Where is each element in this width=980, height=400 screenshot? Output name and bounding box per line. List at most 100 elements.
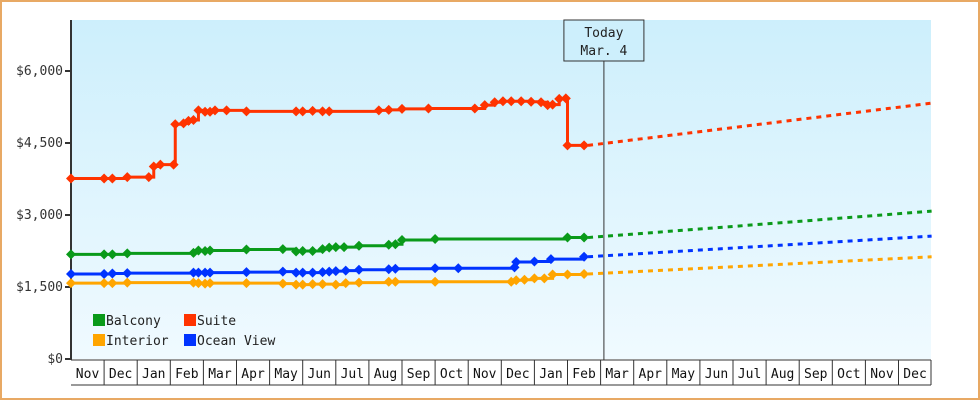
legend-label-balcony[interactable]: Balcony xyxy=(106,314,161,329)
data-point-suite[interactable] xyxy=(155,159,166,170)
data-point-suite[interactable] xyxy=(188,114,199,125)
data-point-balcony[interactable] xyxy=(107,249,118,260)
data-point-balcony[interactable] xyxy=(241,244,252,255)
data-point-ocean-view[interactable] xyxy=(390,263,401,274)
data-point-interior[interactable] xyxy=(291,279,302,290)
data-point-ocean-view[interactable] xyxy=(205,267,216,278)
data-point-ocean-view[interactable] xyxy=(193,267,204,278)
data-point-interior[interactable] xyxy=(340,278,351,289)
data-point-suite[interactable] xyxy=(307,105,318,116)
data-point-interior[interactable] xyxy=(66,278,76,289)
data-point-ocean-view[interactable] xyxy=(545,254,556,265)
data-point-ocean-view[interactable] xyxy=(511,257,522,268)
data-point-ocean-view[interactable] xyxy=(340,265,351,276)
data-point-balcony[interactable] xyxy=(339,242,350,253)
data-point-ocean-view[interactable] xyxy=(291,267,302,278)
data-point-ocean-view[interactable] xyxy=(453,263,464,274)
data-point-suite[interactable] xyxy=(479,100,490,111)
data-point-ocean-view[interactable] xyxy=(66,269,76,280)
data-point-interior[interactable] xyxy=(511,275,522,286)
data-point-balcony[interactable] xyxy=(307,246,318,256)
data-point-interior[interactable] xyxy=(107,278,118,289)
data-point-balcony[interactable] xyxy=(383,239,394,250)
data-point-balcony[interactable] xyxy=(397,234,407,245)
data-point-suite[interactable] xyxy=(423,103,434,114)
data-point-interior[interactable] xyxy=(539,273,550,284)
data-point-interior[interactable] xyxy=(317,279,328,290)
data-point-suite[interactable] xyxy=(221,105,232,116)
data-point-suite[interactable] xyxy=(489,97,500,108)
data-point-suite[interactable] xyxy=(526,96,537,107)
data-point-ocean-view[interactable] xyxy=(122,268,133,279)
data-point-suite[interactable] xyxy=(241,106,252,117)
data-point-balcony[interactable] xyxy=(562,232,573,243)
data-point-ocean-view[interactable] xyxy=(330,266,341,277)
data-point-suite[interactable] xyxy=(170,119,181,130)
data-point-balcony[interactable] xyxy=(390,239,401,250)
data-point-suite[interactable] xyxy=(209,105,220,116)
data-point-suite[interactable] xyxy=(143,172,154,183)
data-point-ocean-view[interactable] xyxy=(529,256,540,267)
data-point-interior[interactable] xyxy=(562,269,573,280)
data-point-ocean-view[interactable] xyxy=(353,264,364,275)
data-point-suite[interactable] xyxy=(554,93,565,104)
data-point-ocean-view[interactable] xyxy=(107,268,118,279)
data-point-balcony[interactable] xyxy=(330,242,341,253)
data-point-interior[interactable] xyxy=(430,276,441,287)
data-point-ocean-view[interactable] xyxy=(317,267,328,278)
data-point-interior[interactable] xyxy=(547,269,558,280)
data-point-balcony[interactable] xyxy=(297,246,308,256)
legend-label-interior[interactable]: Interior xyxy=(106,334,169,349)
data-point-suite[interactable] xyxy=(99,173,110,184)
data-point-balcony[interactable] xyxy=(291,246,302,257)
data-point-suite[interactable] xyxy=(516,96,527,107)
data-point-suite[interactable] xyxy=(469,103,480,114)
legend-label-suite[interactable]: Suite xyxy=(197,314,236,329)
data-point-suite[interactable] xyxy=(297,106,308,117)
data-point-suite[interactable] xyxy=(560,93,571,104)
data-point-interior[interactable] xyxy=(519,274,530,285)
data-point-suite[interactable] xyxy=(397,103,407,114)
data-point-suite[interactable] xyxy=(497,96,508,107)
data-point-balcony[interactable] xyxy=(122,248,133,259)
data-point-interior[interactable] xyxy=(277,278,288,289)
data-point-balcony[interactable] xyxy=(277,244,288,255)
data-point-ocean-view[interactable] xyxy=(307,267,318,278)
data-point-balcony[interactable] xyxy=(579,232,590,243)
data-point-suite[interactable] xyxy=(562,140,573,151)
data-point-interior[interactable] xyxy=(297,279,308,290)
data-point-balcony[interactable] xyxy=(205,245,216,256)
data-point-balcony[interactable] xyxy=(99,249,110,260)
data-point-balcony[interactable] xyxy=(193,245,204,256)
data-point-suite[interactable] xyxy=(291,106,302,117)
data-point-interior[interactable] xyxy=(99,278,110,289)
data-point-ocean-view[interactable] xyxy=(430,263,441,274)
data-point-suite[interactable] xyxy=(506,96,517,107)
data-point-ocean-view[interactable] xyxy=(579,251,590,262)
data-point-interior[interactable] xyxy=(330,279,341,290)
data-point-suite[interactable] xyxy=(373,105,384,116)
data-point-ocean-view[interactable] xyxy=(277,266,288,277)
data-point-interior[interactable] xyxy=(307,279,318,290)
data-point-suite[interactable] xyxy=(193,105,204,116)
data-point-balcony[interactable] xyxy=(353,240,364,251)
data-point-suite[interactable] xyxy=(324,106,335,117)
data-point-suite[interactable] xyxy=(168,159,179,170)
data-point-interior[interactable] xyxy=(383,276,394,287)
data-point-suite[interactable] xyxy=(317,106,328,117)
data-point-interior[interactable] xyxy=(241,278,252,289)
data-point-interior[interactable] xyxy=(122,277,133,288)
data-point-balcony[interactable] xyxy=(317,244,328,255)
data-point-suite[interactable] xyxy=(107,173,118,184)
data-point-ocean-view[interactable] xyxy=(297,267,308,278)
data-point-interior[interactable] xyxy=(529,273,540,284)
data-point-balcony[interactable] xyxy=(430,234,441,244)
data-point-interior[interactable] xyxy=(353,277,364,288)
data-point-suite[interactable] xyxy=(66,173,76,184)
legend-label-ocean-view[interactable]: Ocean View xyxy=(197,334,275,349)
data-point-interior[interactable] xyxy=(390,276,401,287)
data-point-ocean-view[interactable] xyxy=(99,269,110,280)
data-point-ocean-view[interactable] xyxy=(241,267,252,278)
data-point-interior[interactable] xyxy=(193,278,204,289)
data-point-suite[interactable] xyxy=(579,140,590,151)
